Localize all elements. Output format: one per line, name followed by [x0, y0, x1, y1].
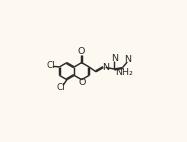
Text: Cl: Cl [46, 61, 55, 70]
Text: O: O [78, 78, 85, 87]
Text: N: N [124, 55, 131, 64]
Text: O: O [78, 47, 85, 56]
Text: N: N [102, 63, 109, 72]
Text: Cl: Cl [56, 83, 65, 92]
Text: N: N [111, 54, 118, 63]
Text: NH₂: NH₂ [115, 68, 133, 77]
